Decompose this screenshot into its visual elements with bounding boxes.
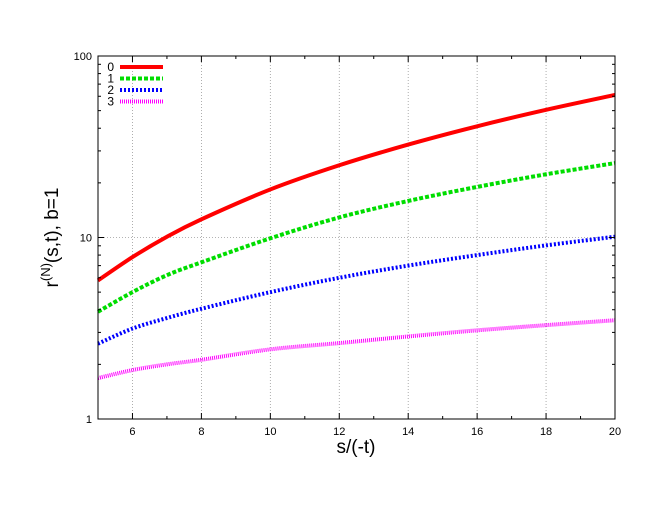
series-line-2 xyxy=(97,234,616,346)
legend-label: 0 xyxy=(107,60,114,74)
x-tick-label: 20 xyxy=(609,426,621,438)
x-tick-label: 14 xyxy=(402,426,414,438)
x-tick-label: 8 xyxy=(198,426,204,438)
series-line-1 xyxy=(97,161,616,314)
y-axis-title: r(N)(s,t), b=1 xyxy=(38,188,63,288)
x-axis-title: s/(-t) xyxy=(336,437,375,458)
series-lines xyxy=(96,93,616,381)
x-tick-label: 6 xyxy=(129,426,135,438)
y-axis-title-rest: (s,t), b=1 xyxy=(42,188,63,264)
y-tick-label: 100 xyxy=(74,51,92,63)
legend-label: 1 xyxy=(107,72,114,86)
y-axis-title-main: r xyxy=(42,280,63,287)
series-line-0 xyxy=(96,93,616,283)
x-tick-label: 16 xyxy=(471,426,483,438)
x-tick-label: 18 xyxy=(540,426,552,438)
x-tick-label: 12 xyxy=(333,426,345,438)
x-tick-label: 10 xyxy=(264,426,276,438)
series-line-3 xyxy=(97,318,616,381)
y-tick-label: 1 xyxy=(86,414,92,426)
y-axis-title-superscript: (N) xyxy=(38,263,53,281)
y-tick-label: 10 xyxy=(80,233,92,245)
grid-lines xyxy=(98,56,615,419)
legend-label: 2 xyxy=(107,83,114,97)
legend-label: 3 xyxy=(107,95,114,109)
